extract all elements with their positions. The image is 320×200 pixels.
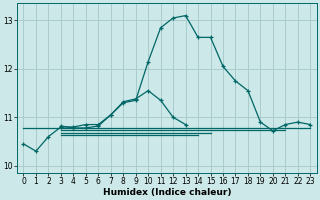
X-axis label: Humidex (Indice chaleur): Humidex (Indice chaleur) xyxy=(103,188,231,197)
